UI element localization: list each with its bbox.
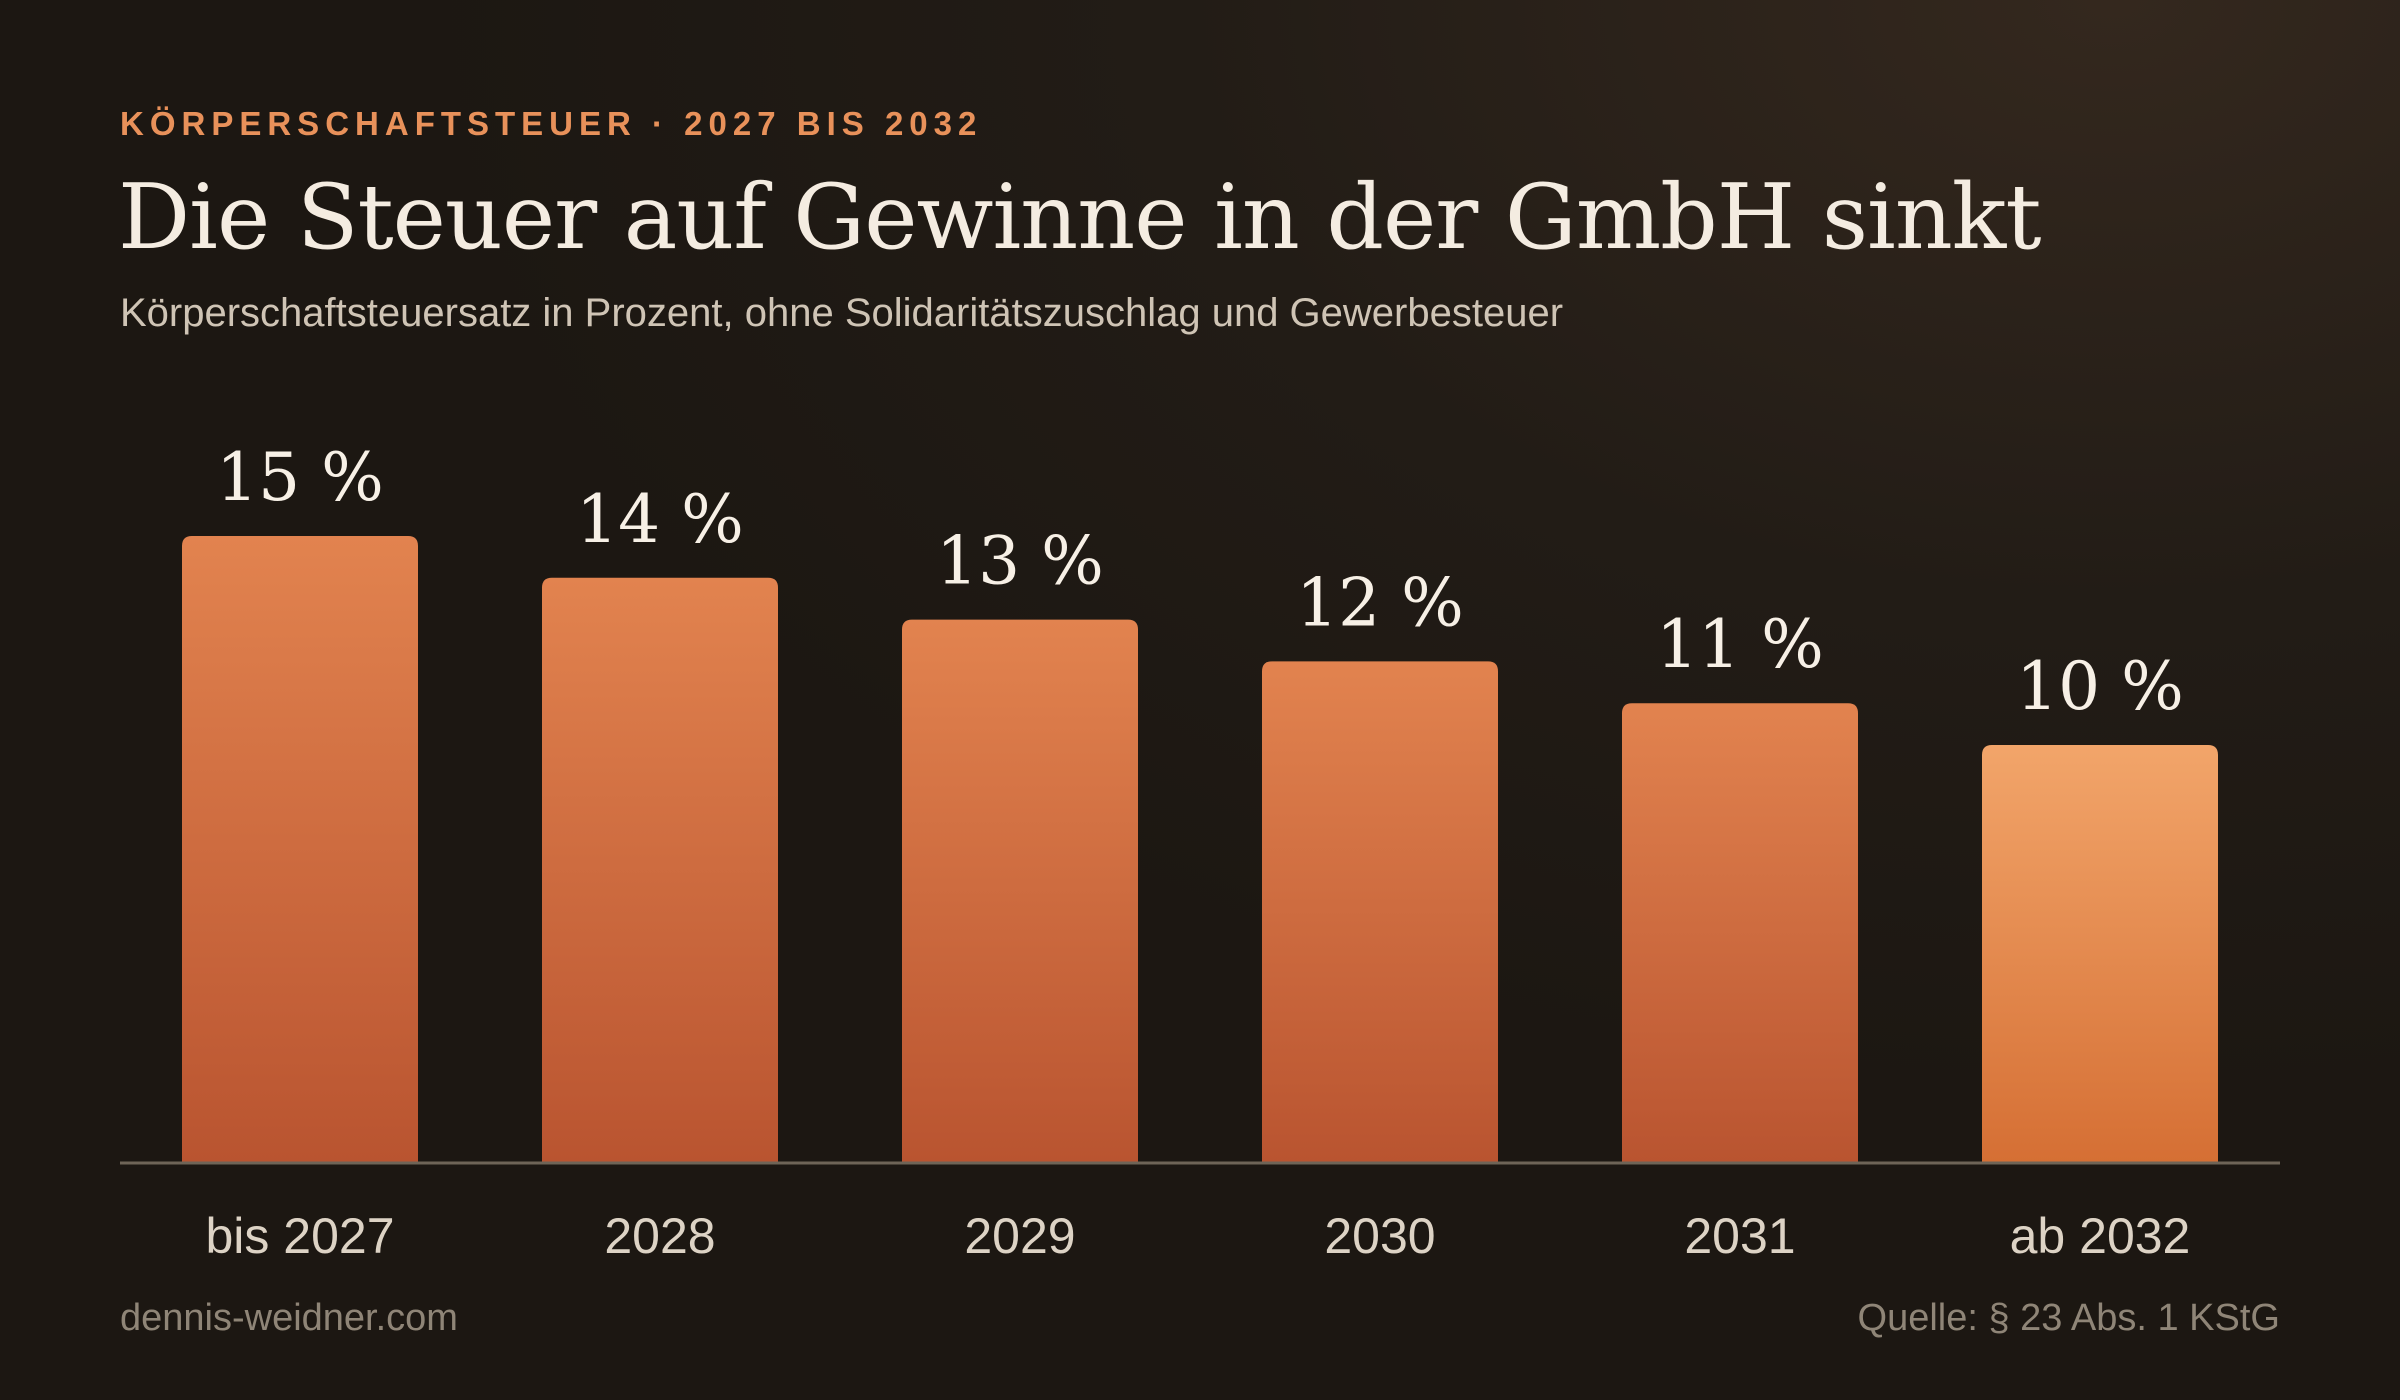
category-label: ab 2032 xyxy=(2010,1208,2191,1264)
bar-ab-2032 xyxy=(1982,745,2218,1163)
source-note: Quelle: § 23 Abs. 1 KStG xyxy=(1857,1297,2280,1339)
value-label: 13 % xyxy=(936,523,1104,600)
value-label: 15 % xyxy=(216,439,384,516)
chart-subtitle: Körperschaftsteuersatz in Prozent, ohne … xyxy=(120,291,1564,335)
site-credit: dennis-weidner.com xyxy=(120,1297,458,1339)
chart-title: Die Steuer auf Gewinne in der GmbH sinkt xyxy=(118,165,2042,270)
value-label: 14 % xyxy=(576,481,744,558)
category-label: bis 2027 xyxy=(205,1208,394,1264)
bar-2028 xyxy=(542,577,778,1163)
value-label: 10 % xyxy=(2016,648,2184,725)
bar-2029 xyxy=(902,619,1138,1163)
bar-2030 xyxy=(1262,661,1498,1163)
eyebrow-label: KÖRPERSCHAFTSTEUER · 2027 BIS 2032 xyxy=(120,105,983,142)
category-label: 2029 xyxy=(964,1208,1075,1264)
bar-bis-2027 xyxy=(182,536,418,1163)
labels-group: 15 % bis 2027 14 % 2028 13 % 2029 12 % 2030 11 %… xyxy=(205,439,2190,1264)
bar-2031 xyxy=(1622,703,1858,1163)
category-label: 2030 xyxy=(1324,1208,1435,1264)
category-label: 2031 xyxy=(1684,1208,1795,1264)
value-label: 12 % xyxy=(1296,564,1464,641)
value-label: 11 % xyxy=(1656,606,1824,683)
category-label: 2028 xyxy=(604,1208,715,1264)
bars-group xyxy=(182,536,2218,1163)
